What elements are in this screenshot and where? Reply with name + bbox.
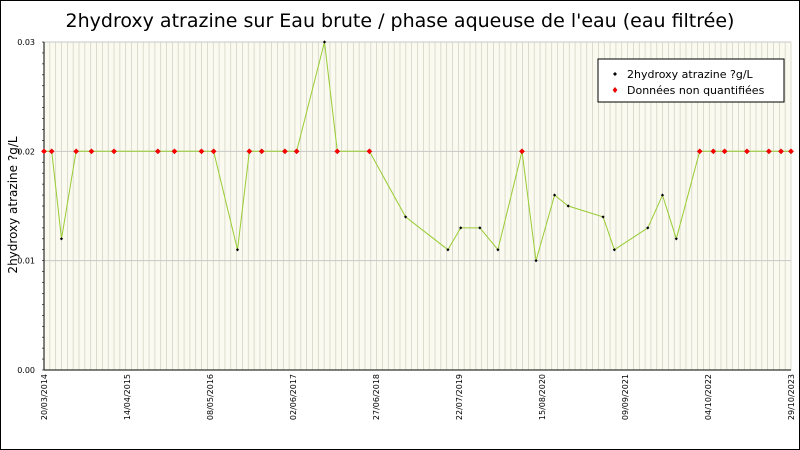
legend-label-not-quantified: Données non quantifiées	[627, 84, 765, 97]
y-tick-label: 0.00	[17, 366, 35, 375]
data-points	[41, 40, 794, 263]
x-tick-label: 29/10/2023	[787, 374, 796, 420]
data-point-not-quantified	[198, 148, 205, 155]
x-tick-label: 14/04/2015	[123, 374, 132, 420]
x-tick-label: 08/05/2016	[206, 374, 215, 420]
y-tick-label: 0.02	[17, 147, 35, 156]
legend-marker-quantified	[613, 72, 617, 76]
data-point-not-quantified	[778, 148, 784, 155]
data-point-not-quantified	[258, 148, 265, 155]
y-tick-label: 0.01	[17, 257, 35, 266]
data-point-quantified	[566, 204, 570, 208]
data-point-quantified	[322, 40, 327, 44]
data-point-quantified	[660, 193, 665, 197]
x-tick-label: 04/10/2022	[704, 374, 713, 420]
x-tick-label: 15/08/2020	[538, 374, 547, 420]
data-point-quantified	[646, 226, 650, 230]
x-tick-label: 22/07/2019	[455, 374, 464, 420]
data-point-not-quantified	[334, 148, 341, 155]
data-point-not-quantified	[246, 148, 253, 155]
y-tick-label: 0.03	[17, 38, 35, 47]
data-point-not-quantified	[88, 148, 95, 155]
data-point-quantified	[552, 193, 557, 197]
data-point-quantified	[59, 237, 64, 241]
data-point-quantified	[235, 248, 240, 252]
data-point-not-quantified	[154, 148, 161, 155]
data-point-quantified	[674, 237, 678, 241]
legend: 2hydroxy atrazine ?g/L Données non quant…	[597, 58, 785, 103]
data-point-not-quantified	[111, 148, 117, 155]
data-point-not-quantified	[788, 148, 794, 155]
y-axis-label: 2hydroxy atrazine ?g/L	[6, 136, 20, 273]
data-point-not-quantified	[765, 148, 772, 155]
data-point-quantified	[478, 226, 482, 230]
data-point-quantified	[446, 248, 450, 252]
legend-label-quantified: 2hydroxy atrazine ?g/L	[627, 68, 754, 81]
x-tick-label: 02/06/2017	[289, 374, 298, 420]
x-tick-labels: 20/03/2014 14/04/2015 08/05/2016 02/06/2017…	[40, 374, 796, 420]
x-tick-label: 27/06/2018	[372, 374, 381, 420]
data-point-not-quantified	[743, 148, 750, 155]
y-tick-labels: 0.00 0.01 0.02 0.03	[17, 38, 35, 375]
data-point-not-quantified	[519, 148, 525, 155]
data-point-quantified	[612, 248, 616, 252]
legend-box	[597, 58, 785, 103]
data-point-quantified	[459, 226, 463, 230]
x-tick-label: 09/09/2021	[621, 374, 630, 420]
data-point-quantified	[496, 248, 500, 252]
legend-marker-not-quantified	[612, 87, 618, 93]
data-point-not-quantified	[281, 148, 288, 155]
data-point-quantified	[534, 259, 538, 263]
data-point-not-quantified	[210, 148, 217, 155]
data-point-not-quantified	[696, 148, 703, 155]
data-point-quantified	[403, 215, 408, 219]
data-point-not-quantified	[721, 148, 728, 155]
x-tick-label: 20/03/2014	[40, 374, 49, 420]
data-point-quantified	[601, 215, 605, 219]
data-point-not-quantified	[48, 148, 55, 155]
data-point-not-quantified	[366, 148, 373, 155]
data-point-not-quantified	[293, 148, 300, 155]
chart-title: 2hydroxy atrazine sur Eau brute / phase …	[66, 10, 735, 32]
axes	[42, 41, 791, 371]
data-point-not-quantified	[710, 148, 717, 155]
data-point-not-quantified	[73, 148, 80, 155]
data-point-not-quantified	[171, 148, 178, 155]
data-point-not-quantified	[41, 148, 47, 155]
